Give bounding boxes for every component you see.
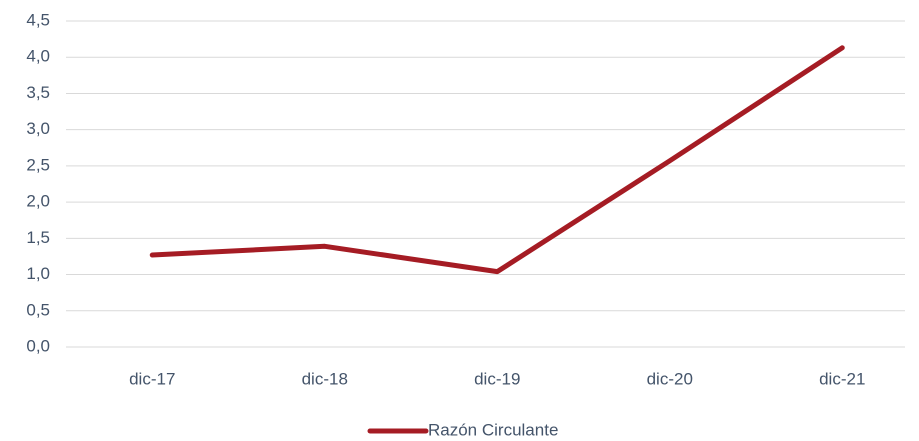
y-tick-label: 4,5 [26, 10, 50, 29]
y-tick-label: 1,0 [26, 264, 50, 283]
y-tick-label: 3,5 [26, 83, 50, 102]
legend-label: Razón Circulante [428, 420, 558, 439]
y-tick-label: 4,0 [26, 47, 50, 66]
y-tick-label: 2,0 [26, 192, 50, 211]
x-tick-label: dic-19 [474, 369, 520, 388]
x-tick-label: dic-17 [129, 369, 175, 388]
y-tick-label: 2,5 [26, 155, 50, 174]
y-tick-label: 0,5 [26, 300, 50, 319]
x-tick-label: dic-18 [302, 369, 348, 388]
y-tick-label: 3,0 [26, 119, 50, 138]
x-tick-label: dic-21 [819, 369, 865, 388]
y-tick-label: 0,0 [26, 336, 50, 355]
y-tick-label: 1,5 [26, 228, 50, 247]
x-tick-label: dic-20 [647, 369, 693, 388]
line [149, 45, 845, 275]
